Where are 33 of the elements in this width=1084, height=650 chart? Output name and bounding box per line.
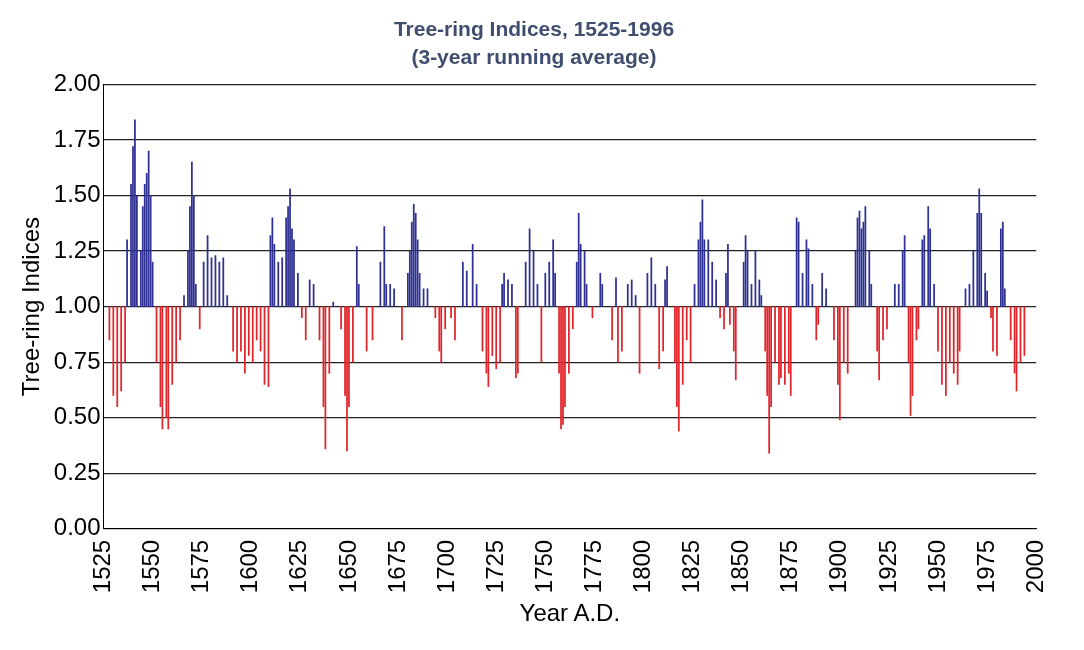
x-tick-label: 1600: [235, 539, 263, 594]
x-tick-label: 1550: [137, 539, 165, 594]
y-tick-label: 2.00: [53, 69, 101, 97]
x-tick-label: 1925: [873, 539, 901, 594]
x-tick-label: 1775: [579, 539, 607, 594]
y-tick-label: 1.25: [53, 235, 101, 263]
x-axis-title: Year A.D.: [519, 599, 621, 627]
x-tick-label: 1825: [677, 539, 705, 594]
x-tick-label: 1875: [775, 539, 803, 594]
x-tick-label: 1950: [922, 539, 950, 594]
y-tick-label: 0.25: [53, 457, 101, 485]
x-tick-label: 1525: [88, 539, 116, 594]
y-tick-label: 0.00: [53, 513, 101, 541]
x-tick-label: 1700: [431, 539, 459, 594]
x-tick-label: 1625: [284, 539, 312, 594]
x-tick-label: 1850: [726, 539, 754, 594]
x-tick-label: 1750: [529, 539, 557, 594]
x-tick-label: 2000: [1020, 539, 1048, 594]
chart-subtitle: (3-year running average): [411, 44, 657, 68]
y-axis-title: Tree-ring Indices: [17, 217, 45, 397]
x-tick-label: 1975: [971, 539, 999, 594]
x-tick-label: 1650: [333, 539, 361, 594]
y-tick-label: 1.75: [53, 124, 101, 152]
x-tick-label: 1675: [382, 539, 410, 594]
y-tick-label: 1.00: [53, 291, 101, 319]
y-tick-label: 1.50: [53, 180, 101, 208]
y-tick-label: 0.50: [53, 402, 101, 430]
chart-title: Tree-ring Indices, 1525-1996: [393, 17, 675, 41]
y-tick-label: 0.75: [53, 346, 101, 374]
x-tick-label: 1900: [824, 539, 852, 594]
x-tick-label: 1725: [480, 539, 508, 594]
x-tick-label: 1800: [628, 539, 656, 594]
x-tick-label: 1575: [186, 539, 214, 594]
